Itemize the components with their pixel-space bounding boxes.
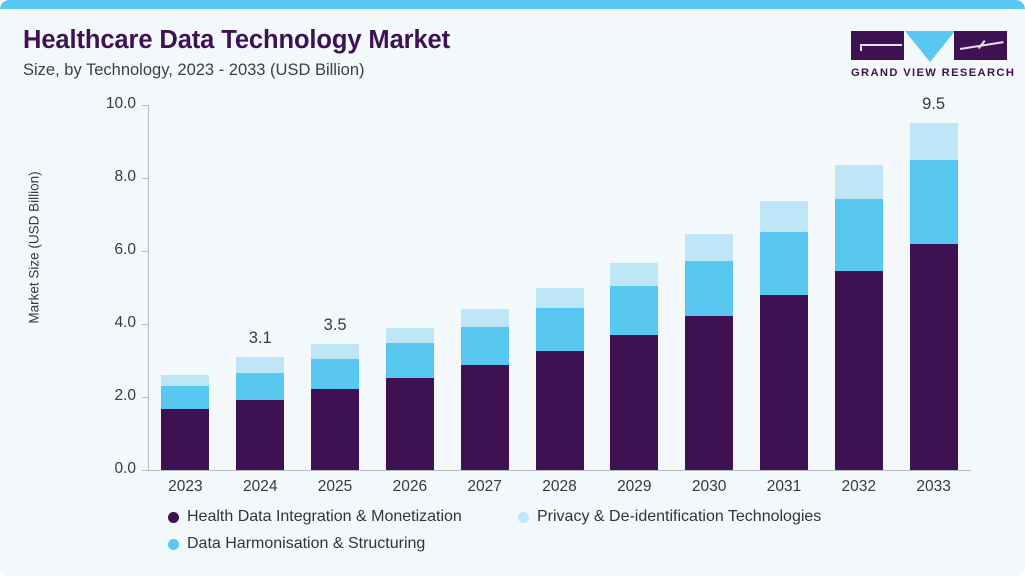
legend-swatch-icon — [168, 511, 179, 523]
logo-right-box-icon — [954, 31, 1007, 60]
y-axis-tick-label: 0.0 — [114, 460, 136, 477]
bar-group[interactable] — [311, 344, 360, 470]
page-title: Healthcare Data Technology Market — [23, 26, 451, 54]
bar-group[interactable] — [834, 164, 883, 470]
legend-row-2: Data Harmonisation & Structuring — [168, 535, 1008, 562]
y-axis-line — [148, 105, 149, 470]
bar-segment[interactable] — [909, 123, 958, 161]
bar-group[interactable] — [610, 263, 659, 470]
bar-segment[interactable] — [460, 326, 509, 366]
bar-value-label: 3.5 — [323, 316, 347, 335]
bar-segment[interactable] — [535, 287, 584, 308]
bar-segment[interactable] — [909, 243, 958, 470]
x-axis-tick-label: 2031 — [766, 478, 802, 495]
y-axis-tick-label: 2.0 — [114, 387, 136, 404]
bar-segment[interactable] — [535, 351, 584, 470]
y-axis-tick-label: 4.0 — [114, 314, 136, 331]
x-axis-tick-label: 2033 — [916, 478, 951, 495]
x-axis-tick-label: 2025 — [317, 478, 353, 495]
bar-group[interactable] — [685, 233, 734, 470]
y-axis-tick-mark — [142, 470, 148, 471]
y-axis-title: Market Size (USD Billion) — [26, 171, 42, 324]
legend-swatch-icon — [168, 538, 179, 550]
x-axis-tick-label: 2029 — [617, 478, 652, 495]
legend-label: Health Data Integration & Monetization — [187, 508, 462, 525]
bar-segment[interactable] — [834, 199, 883, 271]
x-axis-tick-label: 2027 — [467, 478, 502, 495]
x-axis-tick-label: 2024 — [242, 478, 278, 495]
bar-segment[interactable] — [161, 385, 210, 410]
y-axis-tick-label: 8.0 — [114, 168, 136, 185]
bar-segment[interactable] — [685, 260, 734, 317]
bar-segment[interactable] — [385, 327, 434, 344]
bar-group[interactable] — [161, 375, 210, 470]
bar-segment[interactable] — [759, 201, 808, 233]
bar-segment[interactable] — [610, 263, 659, 287]
bar-group[interactable] — [460, 308, 509, 470]
bar-group[interactable] — [385, 327, 434, 470]
bar-segment[interactable] — [311, 388, 360, 470]
bar-group[interactable] — [236, 356, 285, 470]
bar-segment[interactable] — [460, 365, 509, 470]
bar-segment[interactable] — [834, 270, 883, 470]
bar-segment[interactable] — [236, 356, 285, 373]
page-subtitle: Size, by Technology, 2023 - 2033 (USD Bi… — [23, 61, 365, 79]
bar-group[interactable] — [759, 201, 808, 470]
bar-segment[interactable] — [685, 316, 734, 470]
x-axis-tick-label: 2030 — [691, 478, 727, 495]
y-axis-tick-mark — [142, 105, 148, 106]
y-axis-tick-mark — [142, 324, 148, 325]
bar-segment[interactable] — [535, 307, 584, 352]
legend-item-data-harmonisation-structuring[interactable]: Data Harmonisation & Structuring — [168, 535, 425, 553]
bar-segment[interactable] — [460, 308, 509, 327]
logo-marks — [851, 29, 1007, 62]
bar-segment[interactable] — [385, 343, 434, 378]
bar-segment[interactable] — [311, 344, 360, 359]
grand-view-research-logo: GRAND VIEW RESEARCH — [851, 29, 1016, 87]
y-axis-tick-mark — [142, 397, 148, 398]
y-axis-tick-label: 6.0 — [114, 241, 136, 258]
x-axis-line — [148, 470, 971, 471]
x-axis-tick-label: 2023 — [168, 478, 203, 495]
bar-segment[interactable] — [759, 232, 808, 295]
bar-segment[interactable] — [311, 358, 360, 389]
bar-segment[interactable] — [610, 334, 659, 470]
logo-left-box-icon — [851, 31, 904, 60]
bar-value-label: 3.1 — [248, 328, 272, 347]
y-axis-tick-label: 10.0 — [105, 95, 136, 112]
bar-group[interactable] — [909, 123, 958, 470]
chart-legend: Health Data Integration & Monetization P… — [168, 508, 1008, 562]
legend-label: Data Harmonisation & Structuring — [187, 535, 426, 552]
legend-item-privacy-de-identification-technologies[interactable]: Privacy & De-identification Technologies — [518, 508, 821, 526]
top-accent-bar — [0, 0, 1025, 9]
chart-header: Healthcare Data Technology Market Size, … — [0, 9, 1025, 93]
bar-segment[interactable] — [759, 294, 808, 470]
bar-group[interactable] — [535, 287, 584, 470]
x-axis-tick-label: 2032 — [841, 478, 876, 495]
legend-item-health-data-integration-monetization[interactable]: Health Data Integration & Monetization — [168, 508, 462, 526]
bar-segment[interactable] — [685, 233, 734, 261]
bar-segment[interactable] — [161, 409, 210, 470]
bar-segment[interactable] — [385, 377, 434, 470]
y-axis-tick-mark — [142, 178, 148, 179]
legend-label: Privacy & De-identification Technologies — [537, 508, 822, 525]
logo-triangle-icon — [905, 31, 955, 62]
bar-segment[interactable] — [236, 399, 285, 470]
x-axis-tick-label: 2028 — [542, 478, 577, 495]
y-axis-tick-mark — [142, 251, 148, 252]
legend-row-1: Health Data Integration & Monetization P… — [168, 508, 1008, 535]
bar-segment[interactable] — [161, 375, 210, 386]
bar-segment[interactable] — [236, 372, 285, 400]
bar-segment[interactable] — [834, 164, 883, 200]
bar-segment[interactable] — [610, 286, 659, 335]
legend-swatch-icon — [518, 511, 529, 523]
x-axis-tick-label: 2026 — [392, 478, 428, 495]
bar-segment[interactable] — [909, 160, 958, 244]
logo-text: GRAND VIEW RESEARCH — [851, 67, 1016, 79]
bar-value-label: 9.5 — [922, 95, 946, 114]
